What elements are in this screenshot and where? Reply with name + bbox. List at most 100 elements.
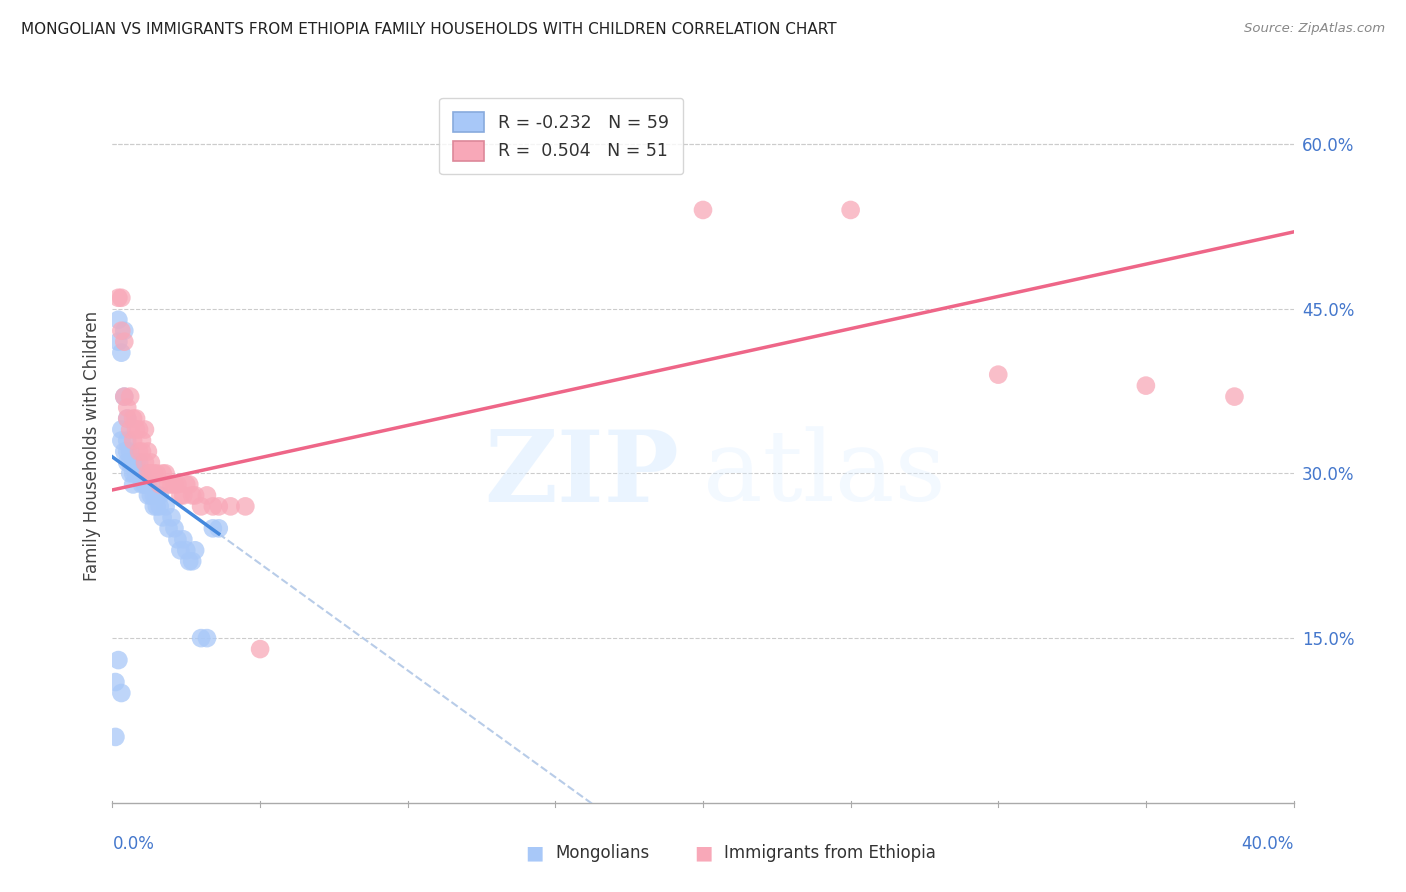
Point [125, 467, 148, 481]
Point [131, 444, 153, 458]
Point [107, 312, 129, 326]
Point [146, 467, 169, 481]
Point [136, 467, 159, 481]
Point [128, 423, 150, 437]
Point [136, 444, 159, 458]
Point [179, 554, 201, 568]
Point [131, 467, 153, 481]
Point [120, 455, 142, 469]
Point [125, 455, 148, 469]
Point [179, 477, 201, 491]
Point [134, 423, 156, 437]
Point [139, 488, 162, 502]
Point [166, 477, 188, 491]
Text: Immigrants from Ethiopia: Immigrants from Ethiopia [724, 844, 936, 862]
Point [112, 324, 135, 338]
Point [149, 500, 172, 514]
Point [110, 324, 132, 338]
Point [208, 500, 231, 514]
Point [107, 291, 129, 305]
Point [174, 543, 197, 558]
Point [104, 675, 127, 690]
Point [201, 500, 224, 514]
Point [136, 477, 159, 491]
Point [155, 467, 177, 481]
Point [157, 477, 180, 491]
Point [120, 423, 142, 437]
Point [195, 631, 218, 645]
Point [110, 434, 132, 448]
Point [152, 467, 174, 481]
Point [195, 488, 218, 502]
Point [131, 477, 153, 491]
Text: ■: ■ [524, 843, 544, 862]
Point [107, 653, 129, 667]
Point [174, 477, 197, 491]
Point [134, 477, 156, 491]
Point [190, 631, 212, 645]
Legend: R = -0.232   N = 59, R =  0.504   N = 51: R = -0.232 N = 59, R = 0.504 N = 51 [439, 98, 683, 175]
Point [131, 434, 153, 448]
Point [117, 411, 138, 425]
Point [125, 467, 148, 481]
Point [201, 521, 224, 535]
Point [149, 488, 172, 502]
Point [128, 467, 150, 481]
Point [110, 423, 132, 437]
Point [117, 434, 138, 448]
Text: atlas: atlas [703, 426, 946, 523]
Point [128, 444, 150, 458]
Point [122, 467, 145, 481]
Point [139, 467, 162, 481]
Point [163, 521, 186, 535]
Point [149, 477, 172, 491]
Point [125, 411, 148, 425]
Point [692, 202, 714, 217]
Point [142, 467, 165, 481]
Point [139, 455, 162, 469]
Point [181, 488, 204, 502]
Point [152, 510, 174, 524]
Point [169, 543, 191, 558]
Text: ■: ■ [693, 843, 713, 862]
Point [112, 390, 135, 404]
Point [136, 488, 159, 502]
Point [134, 455, 156, 469]
Point [1223, 390, 1246, 404]
Point [987, 368, 1010, 382]
Point [169, 488, 191, 502]
Point [110, 291, 132, 305]
Text: ZIP: ZIP [485, 426, 679, 523]
Point [155, 500, 177, 514]
Point [120, 467, 142, 481]
Point [122, 434, 145, 448]
Point [166, 533, 188, 547]
Point [249, 642, 271, 657]
Point [146, 500, 169, 514]
Text: Mongolians: Mongolians [555, 844, 650, 862]
Point [112, 334, 135, 349]
Text: 0.0%: 0.0% [112, 835, 155, 853]
Point [117, 444, 138, 458]
Text: 40.0%: 40.0% [1241, 835, 1294, 853]
Point [134, 477, 156, 491]
Point [110, 686, 132, 700]
Point [128, 467, 150, 481]
Point [190, 500, 212, 514]
Point [125, 423, 148, 437]
Point [117, 401, 138, 415]
Point [1341, 312, 1364, 326]
Point [208, 521, 231, 535]
Point [157, 521, 180, 535]
Point [122, 455, 145, 469]
Text: Source: ZipAtlas.com: Source: ZipAtlas.com [1244, 22, 1385, 36]
Point [181, 554, 204, 568]
Point [1135, 378, 1157, 392]
Point [122, 411, 145, 425]
Point [172, 533, 194, 547]
Point [117, 455, 138, 469]
Point [104, 730, 127, 744]
Point [112, 390, 135, 404]
Point [160, 510, 183, 524]
Point [128, 455, 150, 469]
